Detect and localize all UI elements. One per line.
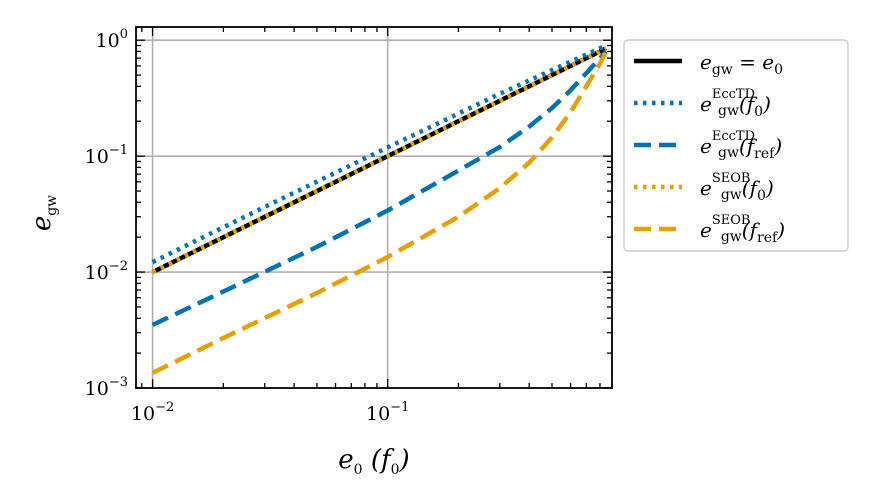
ticks bbox=[136, 27, 613, 389]
legend-label-ecctd_f0: eEccTD gw(f0) bbox=[700, 87, 771, 120]
x-axis-label: e0 (f0) bbox=[338, 445, 409, 478]
legend-label-seob_f0: eSEOB gw(f0) bbox=[700, 171, 774, 204]
y-axis-label: egw bbox=[27, 195, 60, 231]
legend-label-ecctd_fref: eEccTD gw(fref) bbox=[700, 129, 782, 162]
y-tick-label: 100 bbox=[96, 27, 128, 52]
legend-label-seob_fref: eSEOB gw(fref) bbox=[700, 213, 785, 246]
plot-frame bbox=[135, 26, 613, 389]
y-tick-label: 10−1 bbox=[85, 143, 128, 168]
legend-box bbox=[623, 39, 849, 252]
series-line-seob_fref bbox=[151, 50, 609, 375]
series-line-ecctd_f0 bbox=[151, 43, 608, 265]
y-tick-label: 10−3 bbox=[85, 375, 128, 400]
legend: egw = e0 eEccTD gw(f0) eEccTD gw(fref) eSEOB g… bbox=[623, 39, 849, 252]
x-tick-label: 10−1 bbox=[366, 400, 409, 425]
x-tick-label: 10−2 bbox=[131, 400, 174, 425]
series-line-seob_f0 bbox=[151, 46, 608, 275]
y-tick-label: 10−2 bbox=[85, 259, 128, 284]
legend-label-eq: egw = e0 bbox=[700, 50, 783, 78]
series-layer bbox=[151, 43, 609, 375]
series-line-ecctd_fref bbox=[151, 49, 608, 327]
